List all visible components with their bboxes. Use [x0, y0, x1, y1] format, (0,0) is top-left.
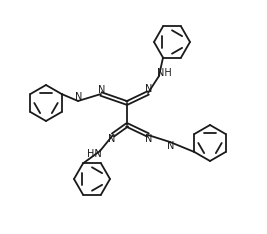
- Text: N: N: [167, 141, 175, 151]
- Text: N: N: [98, 85, 106, 95]
- Text: N: N: [108, 134, 116, 144]
- Text: HN: HN: [87, 149, 101, 159]
- Text: NH: NH: [157, 68, 171, 78]
- Text: N: N: [145, 84, 153, 94]
- Text: N: N: [145, 134, 153, 144]
- Text: N: N: [75, 92, 83, 102]
